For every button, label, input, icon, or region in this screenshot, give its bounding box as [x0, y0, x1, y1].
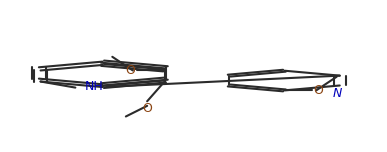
Text: O: O: [313, 84, 324, 97]
Text: N: N: [333, 87, 342, 100]
Text: O: O: [126, 64, 135, 77]
Text: NH: NH: [85, 80, 104, 93]
Text: O: O: [142, 102, 152, 115]
